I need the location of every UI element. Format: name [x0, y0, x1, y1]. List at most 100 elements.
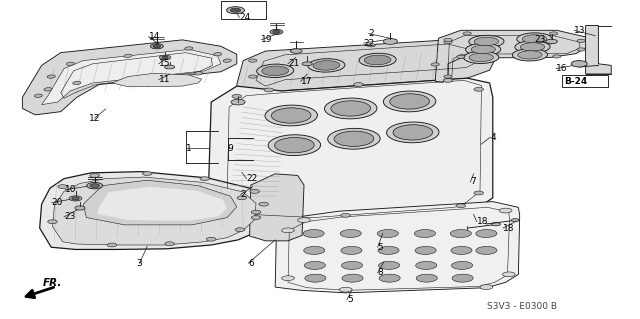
Ellipse shape	[206, 237, 216, 241]
Text: 7: 7	[470, 177, 476, 186]
Ellipse shape	[341, 246, 362, 255]
Ellipse shape	[324, 98, 377, 119]
Text: 5: 5	[347, 295, 353, 304]
FancyBboxPatch shape	[562, 75, 608, 87]
Ellipse shape	[75, 206, 85, 210]
Polygon shape	[42, 49, 221, 105]
Text: B-24: B-24	[564, 77, 588, 85]
Ellipse shape	[415, 246, 436, 255]
Ellipse shape	[474, 191, 483, 195]
Polygon shape	[97, 187, 227, 221]
Ellipse shape	[572, 61, 588, 67]
Ellipse shape	[546, 39, 557, 44]
Ellipse shape	[305, 261, 325, 270]
Ellipse shape	[252, 210, 260, 214]
Ellipse shape	[451, 246, 472, 255]
Ellipse shape	[227, 7, 244, 14]
Ellipse shape	[480, 285, 493, 290]
Text: 3: 3	[137, 259, 142, 268]
Ellipse shape	[416, 274, 437, 282]
Ellipse shape	[476, 229, 497, 238]
Text: 18: 18	[477, 217, 488, 226]
Ellipse shape	[342, 261, 362, 270]
Ellipse shape	[378, 229, 398, 238]
Ellipse shape	[471, 45, 495, 54]
Ellipse shape	[387, 122, 439, 143]
Ellipse shape	[466, 43, 500, 56]
Ellipse shape	[331, 101, 371, 116]
Text: 20: 20	[52, 198, 63, 207]
Text: 6: 6	[248, 259, 254, 268]
Ellipse shape	[262, 66, 289, 76]
Ellipse shape	[444, 78, 452, 82]
Ellipse shape	[520, 43, 545, 51]
FancyBboxPatch shape	[221, 1, 266, 19]
Polygon shape	[586, 26, 611, 74]
Text: 19: 19	[261, 35, 273, 44]
Ellipse shape	[522, 35, 547, 43]
Ellipse shape	[476, 48, 484, 52]
Text: 23: 23	[534, 35, 546, 44]
Polygon shape	[83, 180, 237, 225]
Ellipse shape	[515, 41, 550, 53]
Ellipse shape	[249, 59, 257, 62]
Ellipse shape	[150, 44, 163, 49]
Text: 12: 12	[89, 114, 100, 122]
Ellipse shape	[517, 33, 552, 45]
Ellipse shape	[124, 54, 132, 57]
Ellipse shape	[415, 229, 435, 238]
Ellipse shape	[48, 220, 58, 224]
Polygon shape	[22, 40, 237, 115]
Polygon shape	[435, 30, 590, 82]
Ellipse shape	[164, 65, 175, 69]
Ellipse shape	[236, 228, 245, 232]
Ellipse shape	[200, 177, 210, 181]
Ellipse shape	[518, 51, 542, 59]
Ellipse shape	[90, 174, 100, 177]
Polygon shape	[112, 73, 202, 87]
Polygon shape	[237, 40, 496, 100]
Ellipse shape	[383, 91, 436, 112]
Text: 17: 17	[301, 77, 312, 86]
Ellipse shape	[282, 228, 294, 233]
Ellipse shape	[185, 47, 193, 50]
Ellipse shape	[390, 94, 429, 109]
Polygon shape	[250, 174, 304, 241]
Text: 18: 18	[503, 224, 515, 233]
Text: 5: 5	[378, 243, 383, 252]
Ellipse shape	[67, 62, 74, 65]
Ellipse shape	[264, 88, 273, 92]
Ellipse shape	[457, 55, 465, 58]
Polygon shape	[275, 202, 520, 293]
Ellipse shape	[69, 196, 82, 201]
Ellipse shape	[577, 39, 585, 42]
Ellipse shape	[232, 94, 241, 98]
Ellipse shape	[469, 35, 504, 48]
Ellipse shape	[379, 261, 399, 270]
Ellipse shape	[259, 202, 269, 206]
Ellipse shape	[341, 213, 350, 217]
Ellipse shape	[476, 246, 497, 255]
Ellipse shape	[257, 64, 294, 78]
Ellipse shape	[108, 243, 116, 247]
Ellipse shape	[383, 39, 397, 44]
Ellipse shape	[251, 216, 261, 219]
Ellipse shape	[313, 61, 340, 70]
Ellipse shape	[282, 276, 294, 281]
Text: 8: 8	[378, 268, 383, 277]
Ellipse shape	[47, 75, 55, 78]
Ellipse shape	[273, 30, 280, 33]
Text: 9: 9	[228, 144, 234, 153]
Text: S3V3 - E0300 B: S3V3 - E0300 B	[486, 302, 557, 311]
Ellipse shape	[456, 204, 465, 208]
Ellipse shape	[577, 48, 585, 51]
Ellipse shape	[143, 172, 152, 175]
Ellipse shape	[162, 56, 168, 59]
Text: 4: 4	[490, 133, 496, 142]
Ellipse shape	[195, 72, 202, 75]
Ellipse shape	[378, 246, 399, 255]
Ellipse shape	[165, 242, 175, 246]
Ellipse shape	[305, 274, 326, 282]
Ellipse shape	[328, 128, 380, 149]
Polygon shape	[52, 177, 256, 245]
